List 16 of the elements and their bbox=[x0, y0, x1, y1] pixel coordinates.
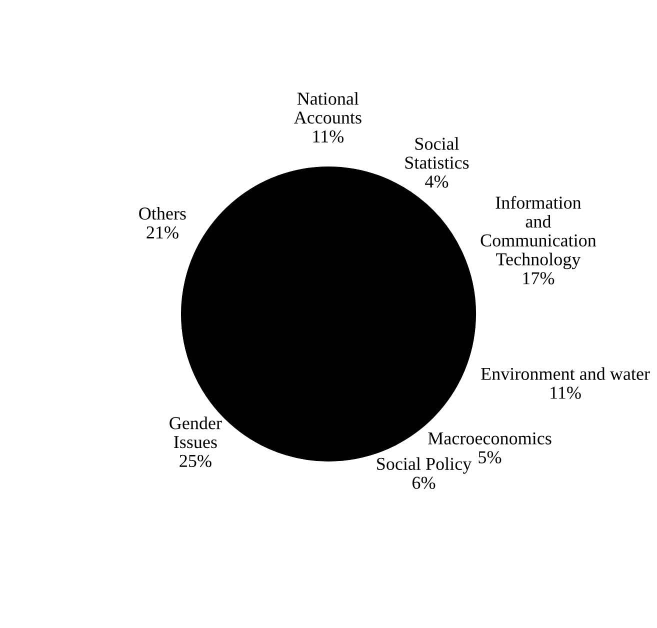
slice-label: Environment and water bbox=[481, 367, 650, 380]
data-label: 21% bbox=[146, 226, 178, 239]
slice-label: Macroeconomics bbox=[428, 432, 552, 444]
data-label: 17% bbox=[523, 272, 554, 284]
data-label: 25% bbox=[180, 454, 212, 468]
slice-label: Gender Issues bbox=[170, 416, 222, 448]
data-label: 6% bbox=[412, 476, 436, 489]
slice-label: Information and Communication Technology bbox=[480, 196, 596, 270]
slice-label: Social Policy bbox=[377, 457, 472, 474]
data-label: 11% bbox=[550, 386, 581, 399]
slice-label: Others bbox=[139, 206, 186, 220]
slice-label: National Accounts bbox=[294, 92, 362, 124]
data-label: 5% bbox=[478, 451, 502, 464]
data-label: 4% bbox=[425, 175, 448, 188]
data-label: 11% bbox=[313, 130, 344, 143]
slice-label: Social Statistics bbox=[405, 137, 469, 169]
